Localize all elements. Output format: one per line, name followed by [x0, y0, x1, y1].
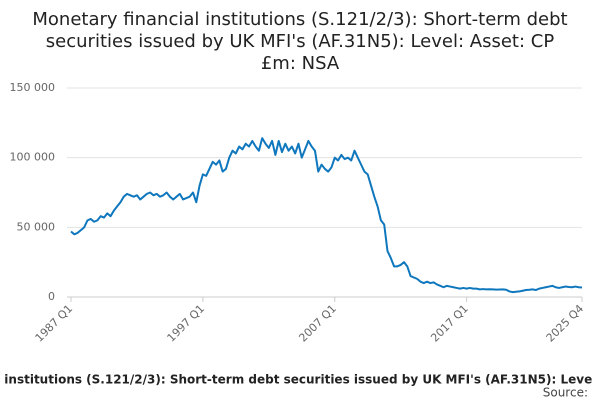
x-tick-label: 2007 Q1 — [296, 302, 339, 345]
chart-title: securities issued by UK MFI's (AF.31N5):… — [46, 31, 555, 52]
y-tick-label: 150 000 — [10, 81, 56, 94]
x-tick-label: 1987 Q1 — [33, 302, 76, 345]
data-line — [70, 137, 583, 294]
x-tick-label: 2025 Q4 — [544, 302, 587, 345]
footer-title: l institutions (S.121/2/3): Short-term d… — [0, 373, 592, 387]
y-tick-label: 0 — [48, 290, 55, 303]
y-tick-label: 100 000 — [10, 151, 56, 164]
y-tick-label: 50 000 — [17, 220, 56, 233]
source: Source: — [543, 386, 588, 400]
x-tick-label: 1997 Q1 — [165, 302, 208, 345]
chart-title: £m: NSA — [261, 53, 340, 74]
x-tick-label: 2017 Q1 — [428, 302, 471, 345]
chart-title: Monetary financial institutions (S.121/2… — [32, 9, 567, 30]
